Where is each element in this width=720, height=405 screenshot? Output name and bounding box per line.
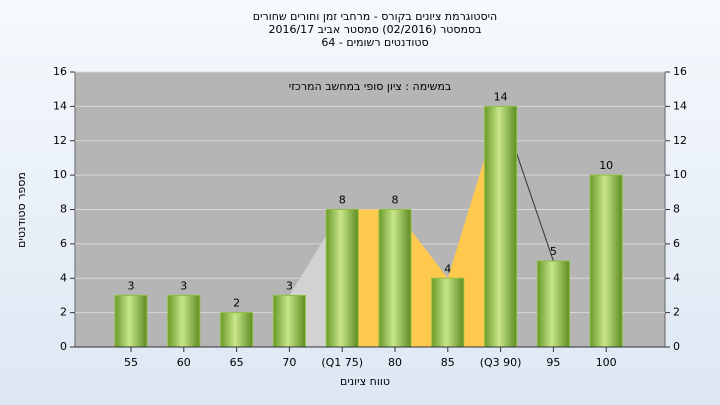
bar: [589, 174, 623, 348]
y-tick-label: 0: [60, 340, 67, 353]
x-tick-label: 65: [230, 356, 244, 369]
y-tick-label: 10: [53, 168, 67, 181]
data-label: 3: [128, 279, 135, 292]
data-label: 14: [494, 90, 508, 103]
chart-subtitle: בסמסטר (02/2016) סמסטר אביב 2016/17: [268, 23, 481, 36]
x-tick-label: 60: [177, 356, 191, 369]
bar: [378, 209, 412, 348]
y-tick-label: 4: [673, 271, 680, 284]
data-label: 5: [550, 245, 557, 258]
y-tick-label: 4: [60, 271, 67, 284]
bar: [220, 312, 254, 348]
bar: [272, 294, 306, 348]
data-label: 3: [286, 279, 293, 292]
y-tick-label: 2: [673, 306, 680, 319]
bar: [114, 294, 148, 348]
x-axis-label: טווח ציונים: [340, 375, 390, 388]
y-tick-label: 0: [673, 340, 680, 353]
y-tick-label: 8: [60, 203, 67, 216]
y-tick-label: 14: [53, 99, 67, 112]
bar: [167, 294, 201, 348]
y-tick-label: 12: [673, 134, 687, 147]
x-tick-label: 80: [388, 356, 402, 369]
x-tick-label: 70: [282, 356, 296, 369]
data-label: 8: [339, 194, 346, 207]
bar: [325, 209, 359, 348]
y-tick-label: 12: [53, 134, 67, 147]
y-tick-label: 6: [60, 237, 67, 250]
y-tick-label: 2: [60, 306, 67, 319]
x-tick-label: 95: [546, 356, 560, 369]
annotation: במשימה : ציון סופי במחשב המרכזי: [289, 80, 452, 93]
chart-subtitle: סטודנטים רשומים - 64: [321, 36, 428, 49]
y-tick-label: 10: [673, 168, 687, 181]
data-label: 2: [233, 297, 240, 310]
chart-title: היסטוגרמת ציונים בקורס - מרחבי זמן וחורי…: [253, 10, 498, 23]
x-tick-label: 85: [441, 356, 455, 369]
x-tick-label: 55: [124, 356, 138, 369]
bar: [536, 260, 570, 348]
bar: [484, 105, 518, 348]
x-tick-label: (Q1 75): [321, 356, 363, 369]
title-block: היסטוגרמת ציונים בקורס - מרחבי זמן וחורי…: [253, 10, 498, 49]
y-tick-label: 16: [673, 65, 687, 78]
y-axis-label: מספר סטודנטים: [15, 172, 28, 248]
data-label: 3: [180, 279, 187, 292]
data-label: 4: [444, 262, 451, 275]
y-tick-label: 14: [673, 99, 687, 112]
x-tick-label: (Q3 90): [480, 356, 522, 369]
data-label: 10: [599, 159, 613, 172]
data-label: 8: [392, 194, 399, 207]
y-tick-label: 16: [53, 65, 67, 78]
y-tick-label: 8: [673, 203, 680, 216]
y-tick-label: 6: [673, 237, 680, 250]
bar: [431, 277, 465, 348]
x-tick-label: 100: [596, 356, 617, 369]
